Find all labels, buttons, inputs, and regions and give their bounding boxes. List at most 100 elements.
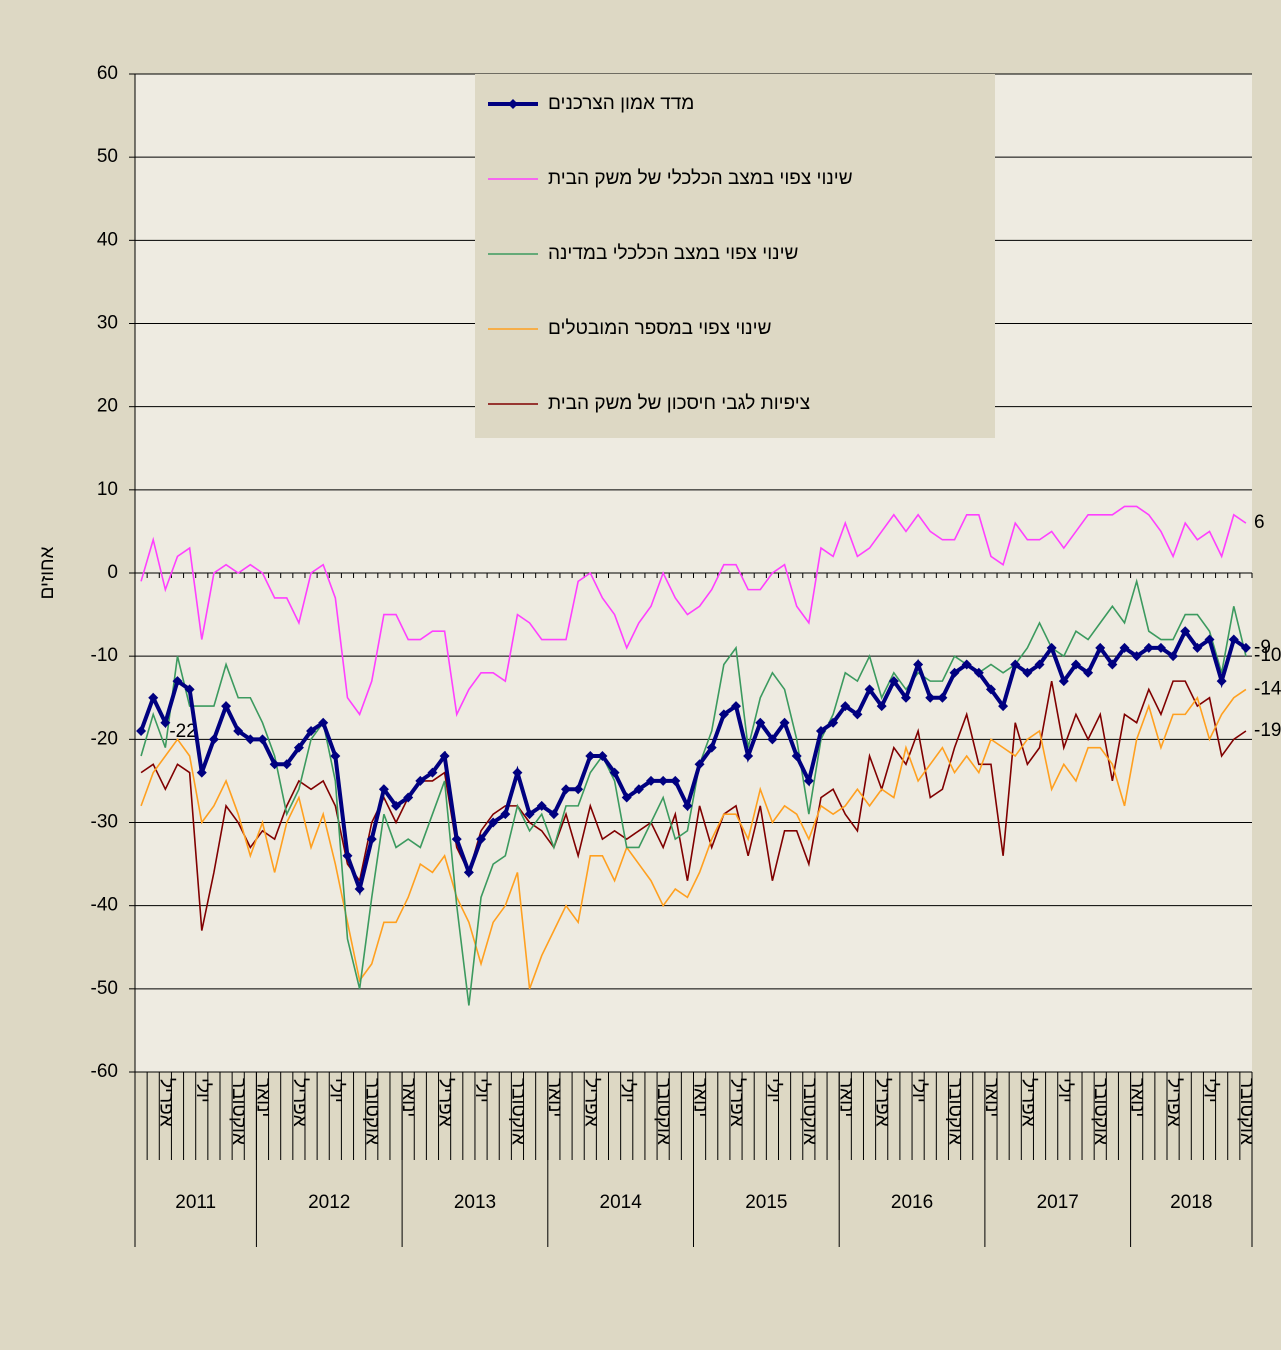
x-tick-label: ינואר	[398, 1078, 419, 1117]
marker	[391, 800, 402, 811]
group-label: 2015	[745, 1192, 787, 1213]
marker	[609, 767, 620, 778]
marker	[658, 775, 669, 786]
series-line	[140, 680, 1247, 931]
marker	[524, 809, 535, 820]
y-axis-label: אחוזים	[37, 546, 58, 599]
marker	[500, 809, 511, 820]
marker	[342, 850, 353, 861]
marker	[1204, 634, 1215, 645]
marker	[160, 717, 171, 728]
marker	[1119, 642, 1130, 653]
data-label: -9	[1254, 637, 1271, 658]
marker	[330, 750, 341, 761]
marker	[633, 784, 644, 795]
marker	[876, 701, 887, 712]
marker	[451, 834, 462, 845]
marker	[548, 809, 559, 820]
marker	[427, 767, 438, 778]
series-line	[139, 627, 1248, 896]
marker	[815, 726, 826, 737]
marker	[973, 667, 984, 678]
marker	[730, 701, 741, 712]
group-label: 2017	[1037, 1192, 1079, 1213]
y-tick-label: -30	[91, 812, 118, 833]
x-tick-label: אוקטובר	[945, 1078, 966, 1145]
marker	[488, 817, 499, 828]
marker	[1034, 659, 1045, 670]
group-label: 2014	[600, 1192, 643, 1213]
group-label: 2012	[308, 1192, 350, 1213]
marker	[900, 692, 911, 703]
marker	[573, 784, 584, 795]
y-tick-label: 40	[97, 229, 118, 250]
marker	[767, 734, 778, 745]
y-tick-label: -10	[91, 645, 118, 666]
marker	[755, 717, 766, 728]
legend-marker	[508, 99, 518, 109]
marker	[403, 792, 414, 803]
marker	[196, 767, 207, 778]
y-tick-label: -20	[91, 728, 118, 749]
marker	[1070, 659, 1081, 670]
marker	[293, 742, 304, 753]
y-tick-label: -40	[91, 895, 118, 916]
marker	[791, 750, 802, 761]
x-tick-label: אפריל	[289, 1078, 310, 1127]
x-tick-label: אפריל	[726, 1078, 747, 1127]
marker	[1058, 676, 1069, 687]
y-tick-label: 0	[107, 562, 118, 583]
marker	[840, 701, 851, 712]
y-tick-label: 60	[97, 63, 118, 84]
x-tick-label: ינואר	[1127, 1078, 1148, 1117]
marker	[743, 750, 754, 761]
legend-label: שינוי צפוי במצב הכלכלי במדינה	[548, 243, 798, 264]
marker	[585, 750, 596, 761]
marker	[318, 717, 329, 728]
x-tick-label: ינואר	[981, 1078, 1002, 1117]
marker	[718, 709, 729, 720]
marker	[937, 692, 948, 703]
x-tick-label: ינואר	[252, 1078, 273, 1117]
marker	[439, 750, 450, 761]
marker	[1155, 642, 1166, 653]
marker	[1131, 651, 1142, 662]
legend-label: מדד אמון הצרכנים	[548, 93, 694, 114]
marker	[694, 759, 705, 770]
data-label: -22	[169, 721, 196, 742]
x-tick-label: יולי	[1199, 1078, 1220, 1103]
x-tick-label: אפריל	[580, 1078, 601, 1127]
marker	[306, 726, 317, 737]
marker	[998, 701, 1009, 712]
marker	[621, 792, 632, 803]
marker	[1168, 651, 1179, 662]
marker	[257, 734, 268, 745]
x-tick-label: ינואר	[544, 1078, 565, 1117]
group-label: 2013	[454, 1192, 496, 1213]
marker	[670, 775, 681, 786]
marker	[828, 717, 839, 728]
data-label: -19	[1254, 720, 1281, 741]
data-label: -10	[1254, 645, 1281, 666]
x-tick-label: אוקטובר	[1090, 1078, 1111, 1145]
x-tick-label: אפריל	[1017, 1078, 1038, 1127]
x-tick-label: אוקטובר	[228, 1078, 249, 1145]
x-tick-label: יולי	[617, 1078, 638, 1103]
marker	[1143, 642, 1154, 653]
x-tick-label: יולי	[1054, 1078, 1075, 1103]
series-line	[140, 505, 1247, 718]
marker	[245, 734, 256, 745]
marker	[233, 726, 244, 737]
marker	[1216, 676, 1227, 687]
marker	[913, 659, 924, 670]
x-tick-label: ינואר	[835, 1078, 856, 1117]
group-label: 2018	[1170, 1192, 1212, 1213]
marker	[597, 750, 608, 761]
marker	[1022, 667, 1033, 678]
marker	[148, 692, 159, 703]
legend-label: שינוי צפוי במצב הכלכלי של משק הבית	[548, 168, 853, 189]
marker	[1095, 642, 1106, 653]
marker	[136, 726, 147, 737]
x-tick-label: יולי	[192, 1078, 213, 1103]
